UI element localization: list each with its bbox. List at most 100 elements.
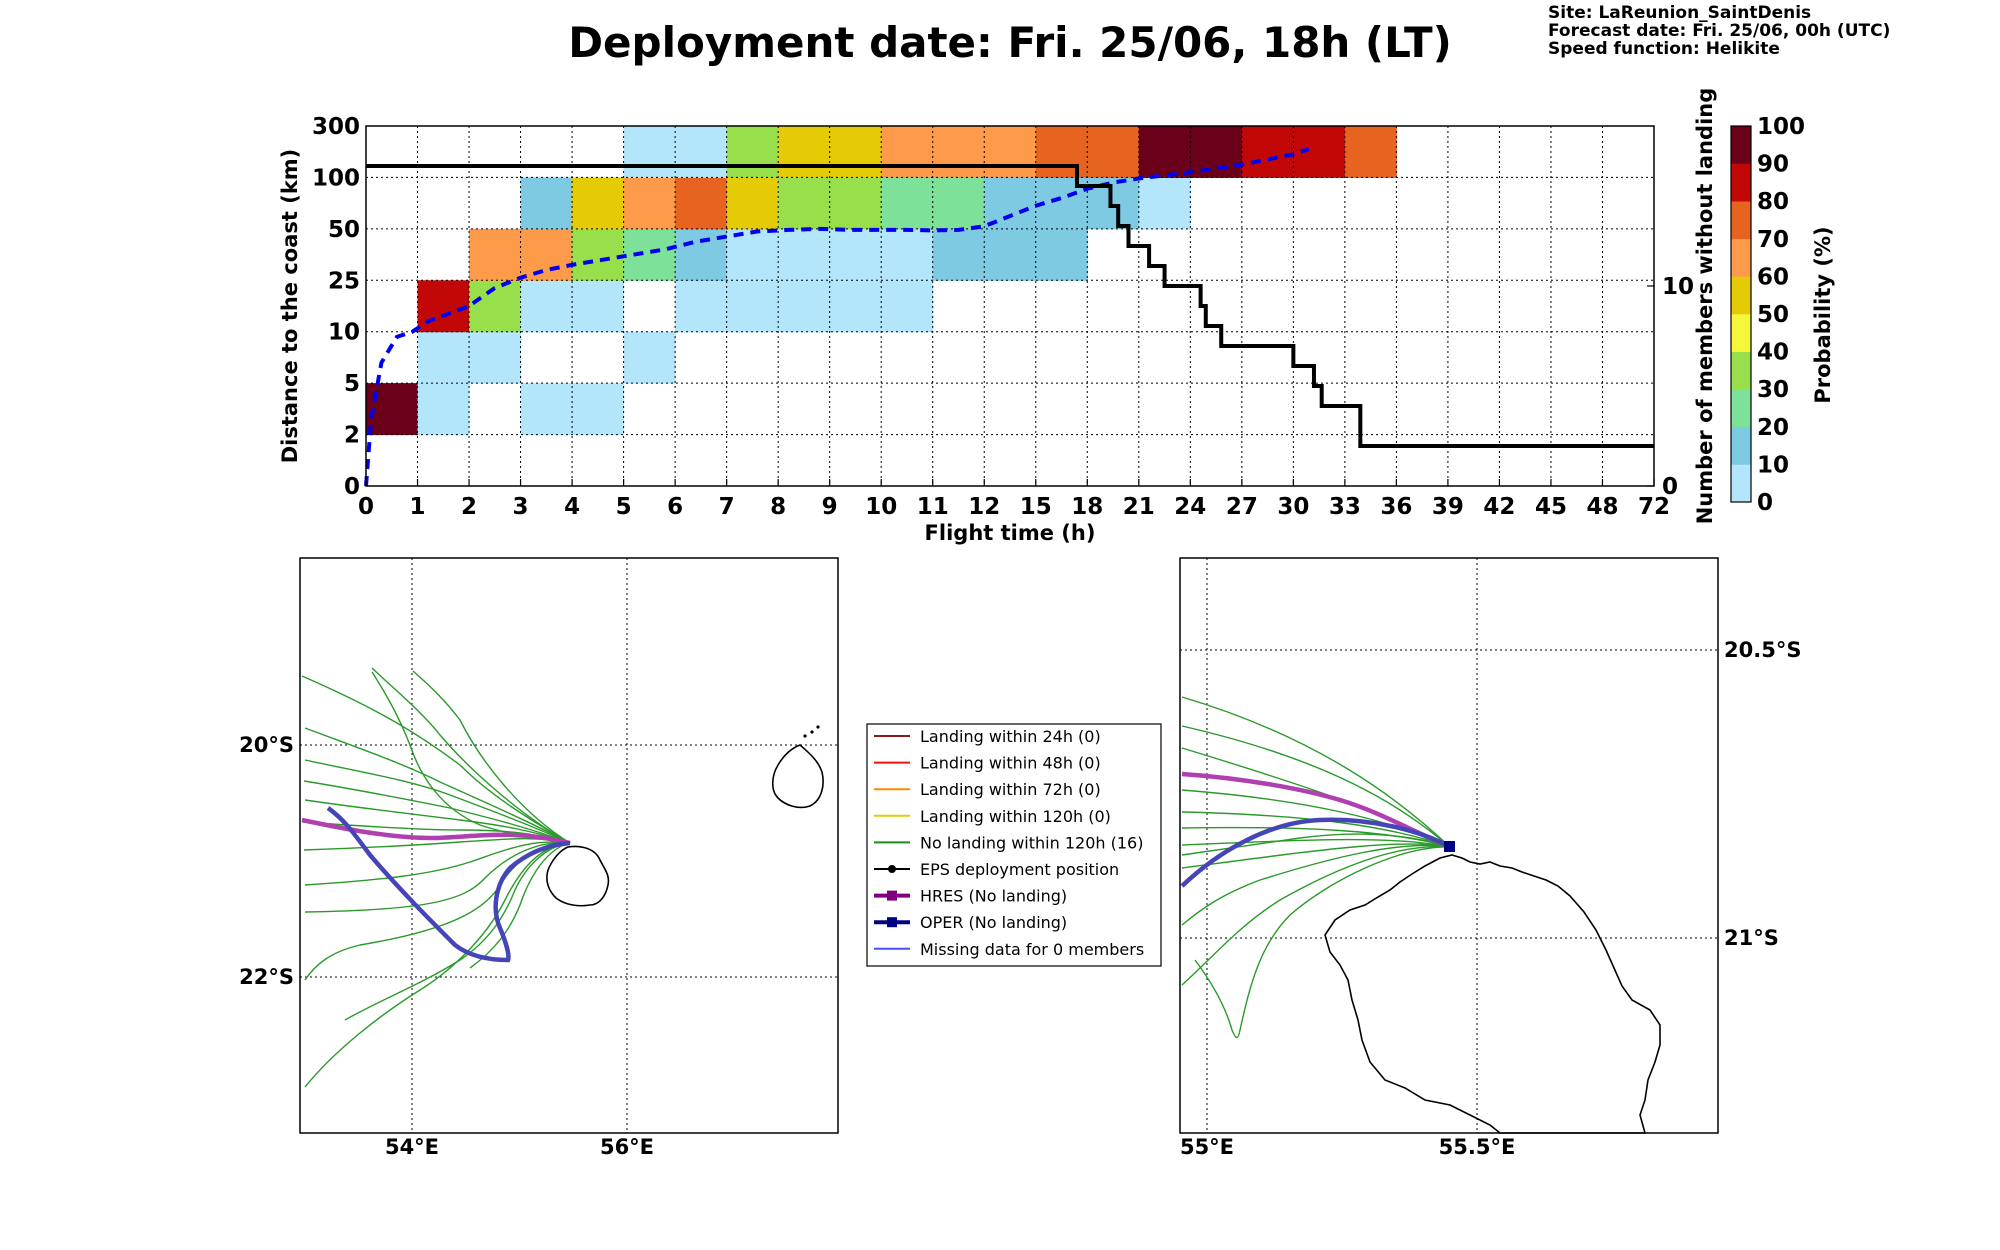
heatmap-cell bbox=[726, 228, 779, 281]
right-eps-trajectory bbox=[1181, 838, 1451, 848]
heatmap-x-tick: 3 bbox=[513, 494, 529, 520]
heatmap-cell bbox=[932, 126, 985, 178]
right-eps-trajectory bbox=[1181, 811, 1451, 848]
legend: Landing within 24h (0) Landing within 48h… bbox=[866, 723, 1162, 967]
right-map-lon-tick-55-5: 55.5°E bbox=[1439, 1135, 1516, 1159]
heatmap-cell bbox=[726, 177, 779, 230]
legend-swatch-marker bbox=[887, 917, 897, 928]
heatmap-cell bbox=[520, 177, 573, 230]
colorbar-swatch bbox=[1731, 351, 1751, 390]
left-map-lat-tick-20: 20°S bbox=[239, 733, 294, 757]
members-without-landing-line bbox=[366, 164, 1654, 448]
heatmap-y2-tick: 0 bbox=[1662, 474, 1678, 500]
heatmap-x-tick: 27 bbox=[1226, 494, 1258, 520]
right-map-grid bbox=[1180, 558, 1718, 1133]
legend-item: HRES (No landing) bbox=[874, 887, 1067, 906]
heatmap-cell bbox=[1344, 126, 1397, 178]
left-eps-trajectory bbox=[304, 842, 571, 1088]
heatmap-cell bbox=[881, 280, 934, 333]
heatmap-x-tick: 5 bbox=[616, 494, 632, 520]
colorbar-tick: 50 bbox=[1757, 302, 1789, 328]
colorbar-swatch bbox=[1731, 126, 1751, 164]
left-map: 54°E 56°E 20°S 22°S bbox=[239, 557, 839, 1159]
heatmap-y-tick: 100 bbox=[312, 165, 360, 191]
heatmap-cell bbox=[778, 280, 831, 333]
right-map-lon-tick-55: 55°E bbox=[1180, 1135, 1234, 1159]
colorbar-swatch bbox=[1731, 238, 1751, 277]
colorbar-tick: 10 bbox=[1757, 452, 1789, 478]
left-map-mauritius-coastline bbox=[771, 744, 824, 809]
heatmap-y2-tick: 10 bbox=[1662, 274, 1694, 300]
heatmap-x-tick: 2 bbox=[461, 494, 477, 520]
heatmap-x-label: Flight time (h) bbox=[925, 521, 1096, 545]
left-map-lon-tick-56: 56°E bbox=[600, 1135, 654, 1159]
left-eps-trajectory bbox=[303, 780, 571, 844]
heatmap-cell bbox=[932, 228, 985, 281]
forecast-label: Forecast date: Fri. 25/06, 00h (UTC) bbox=[1548, 21, 1890, 41]
heatmap-cell bbox=[572, 177, 625, 230]
heatmap-y2-ticks: 0 10 bbox=[1647, 274, 1694, 500]
heatmap-cell bbox=[778, 177, 831, 230]
right-eps-trajectory bbox=[1194, 846, 1451, 1039]
legend-item: EPS deployment position bbox=[874, 860, 1119, 879]
legend-label: Landing within 120h (0) bbox=[920, 807, 1111, 826]
heatmap-x-ticks: 0 1 2 3 4 5 6 7 8 9 10 11 12 15 18 21 24 27 30 33 36 39 42 45 48… bbox=[358, 479, 1670, 520]
heatmap-x-tick: 39 bbox=[1432, 494, 1464, 520]
left-eps-trajectory bbox=[412, 670, 571, 844]
heatmap-x-tick: 6 bbox=[667, 494, 683, 520]
colorbar-tick: 40 bbox=[1757, 340, 1789, 366]
speed-label: Speed function: Helikite bbox=[1548, 39, 1780, 59]
colorbar-tick: 80 bbox=[1757, 189, 1789, 215]
legend-label: No landing within 120h (16) bbox=[920, 833, 1143, 852]
heatmap-cell bbox=[675, 280, 728, 333]
colorbar-swatch bbox=[1731, 426, 1751, 465]
left-eps-trajectory bbox=[303, 837, 571, 851]
heatmap-y-tick: 10 bbox=[328, 320, 360, 346]
heatmap-x-tick: 36 bbox=[1380, 494, 1412, 520]
heatmap-cell bbox=[829, 126, 882, 178]
left-eps-trajectory bbox=[371, 667, 571, 844]
colorbar-frame bbox=[1730, 125, 1752, 503]
left-map-island-dot bbox=[810, 730, 814, 734]
legend-label: EPS deployment position bbox=[920, 860, 1119, 879]
right-eps-trajectory bbox=[1181, 833, 1451, 856]
heatmap-cell bbox=[1190, 126, 1243, 178]
heatmap-cell bbox=[572, 228, 625, 281]
legend-item: No landing within 120h (16) bbox=[874, 833, 1143, 852]
colorbar-label: Probability (%) bbox=[1811, 226, 1835, 403]
heatmap-cell bbox=[829, 177, 882, 230]
legend-box bbox=[866, 723, 1162, 967]
left-eps-trajectory bbox=[344, 842, 571, 1021]
heatmap-cell bbox=[623, 177, 676, 230]
left-map-lat-tick-22: 22°S bbox=[239, 965, 294, 989]
legend-item: OPER (No landing) bbox=[874, 913, 1067, 932]
heatmap-cell bbox=[520, 280, 573, 333]
heatmap-y-tick: 0 bbox=[344, 474, 360, 500]
right-eps-trajectory bbox=[1181, 844, 1451, 926]
heatmap-x-tick: 21 bbox=[1123, 494, 1155, 520]
site-label: Site: LaReunion_SaintDenis bbox=[1548, 3, 1811, 23]
legend-item: Missing data for 0 members bbox=[874, 940, 1144, 959]
legend-item: Landing within 120h (0) bbox=[874, 807, 1111, 826]
heatmap-x-tick: 24 bbox=[1174, 494, 1206, 520]
right-map-reunion-coastline bbox=[1324, 854, 1661, 1134]
heatmap-x-tick: 7 bbox=[719, 494, 735, 520]
left-map-grid bbox=[300, 558, 838, 1133]
legend-label: Landing within 24h (0) bbox=[920, 727, 1101, 746]
heatmap-cells bbox=[366, 126, 1397, 436]
left-map-lon-tick-54: 54°E bbox=[385, 1135, 439, 1159]
left-map-eps-trajectories bbox=[301, 667, 571, 1088]
heatmap-cell bbox=[881, 177, 934, 230]
heatmap-cell bbox=[726, 280, 779, 333]
heatmap-cell bbox=[932, 177, 985, 230]
left-eps-trajectory bbox=[304, 841, 571, 886]
right-map-deployment-marker bbox=[1444, 841, 1455, 852]
heatmap-x-tick: 30 bbox=[1277, 494, 1309, 520]
heatmap-cell bbox=[572, 383, 625, 436]
left-eps-trajectory bbox=[469, 842, 571, 969]
legend-swatch-marker bbox=[887, 890, 897, 901]
heatmap-cell bbox=[469, 331, 522, 384]
heatmap-x-tick: 1 bbox=[410, 494, 426, 520]
legend-items: Landing within 24h (0) Landing within 48h… bbox=[874, 727, 1144, 959]
